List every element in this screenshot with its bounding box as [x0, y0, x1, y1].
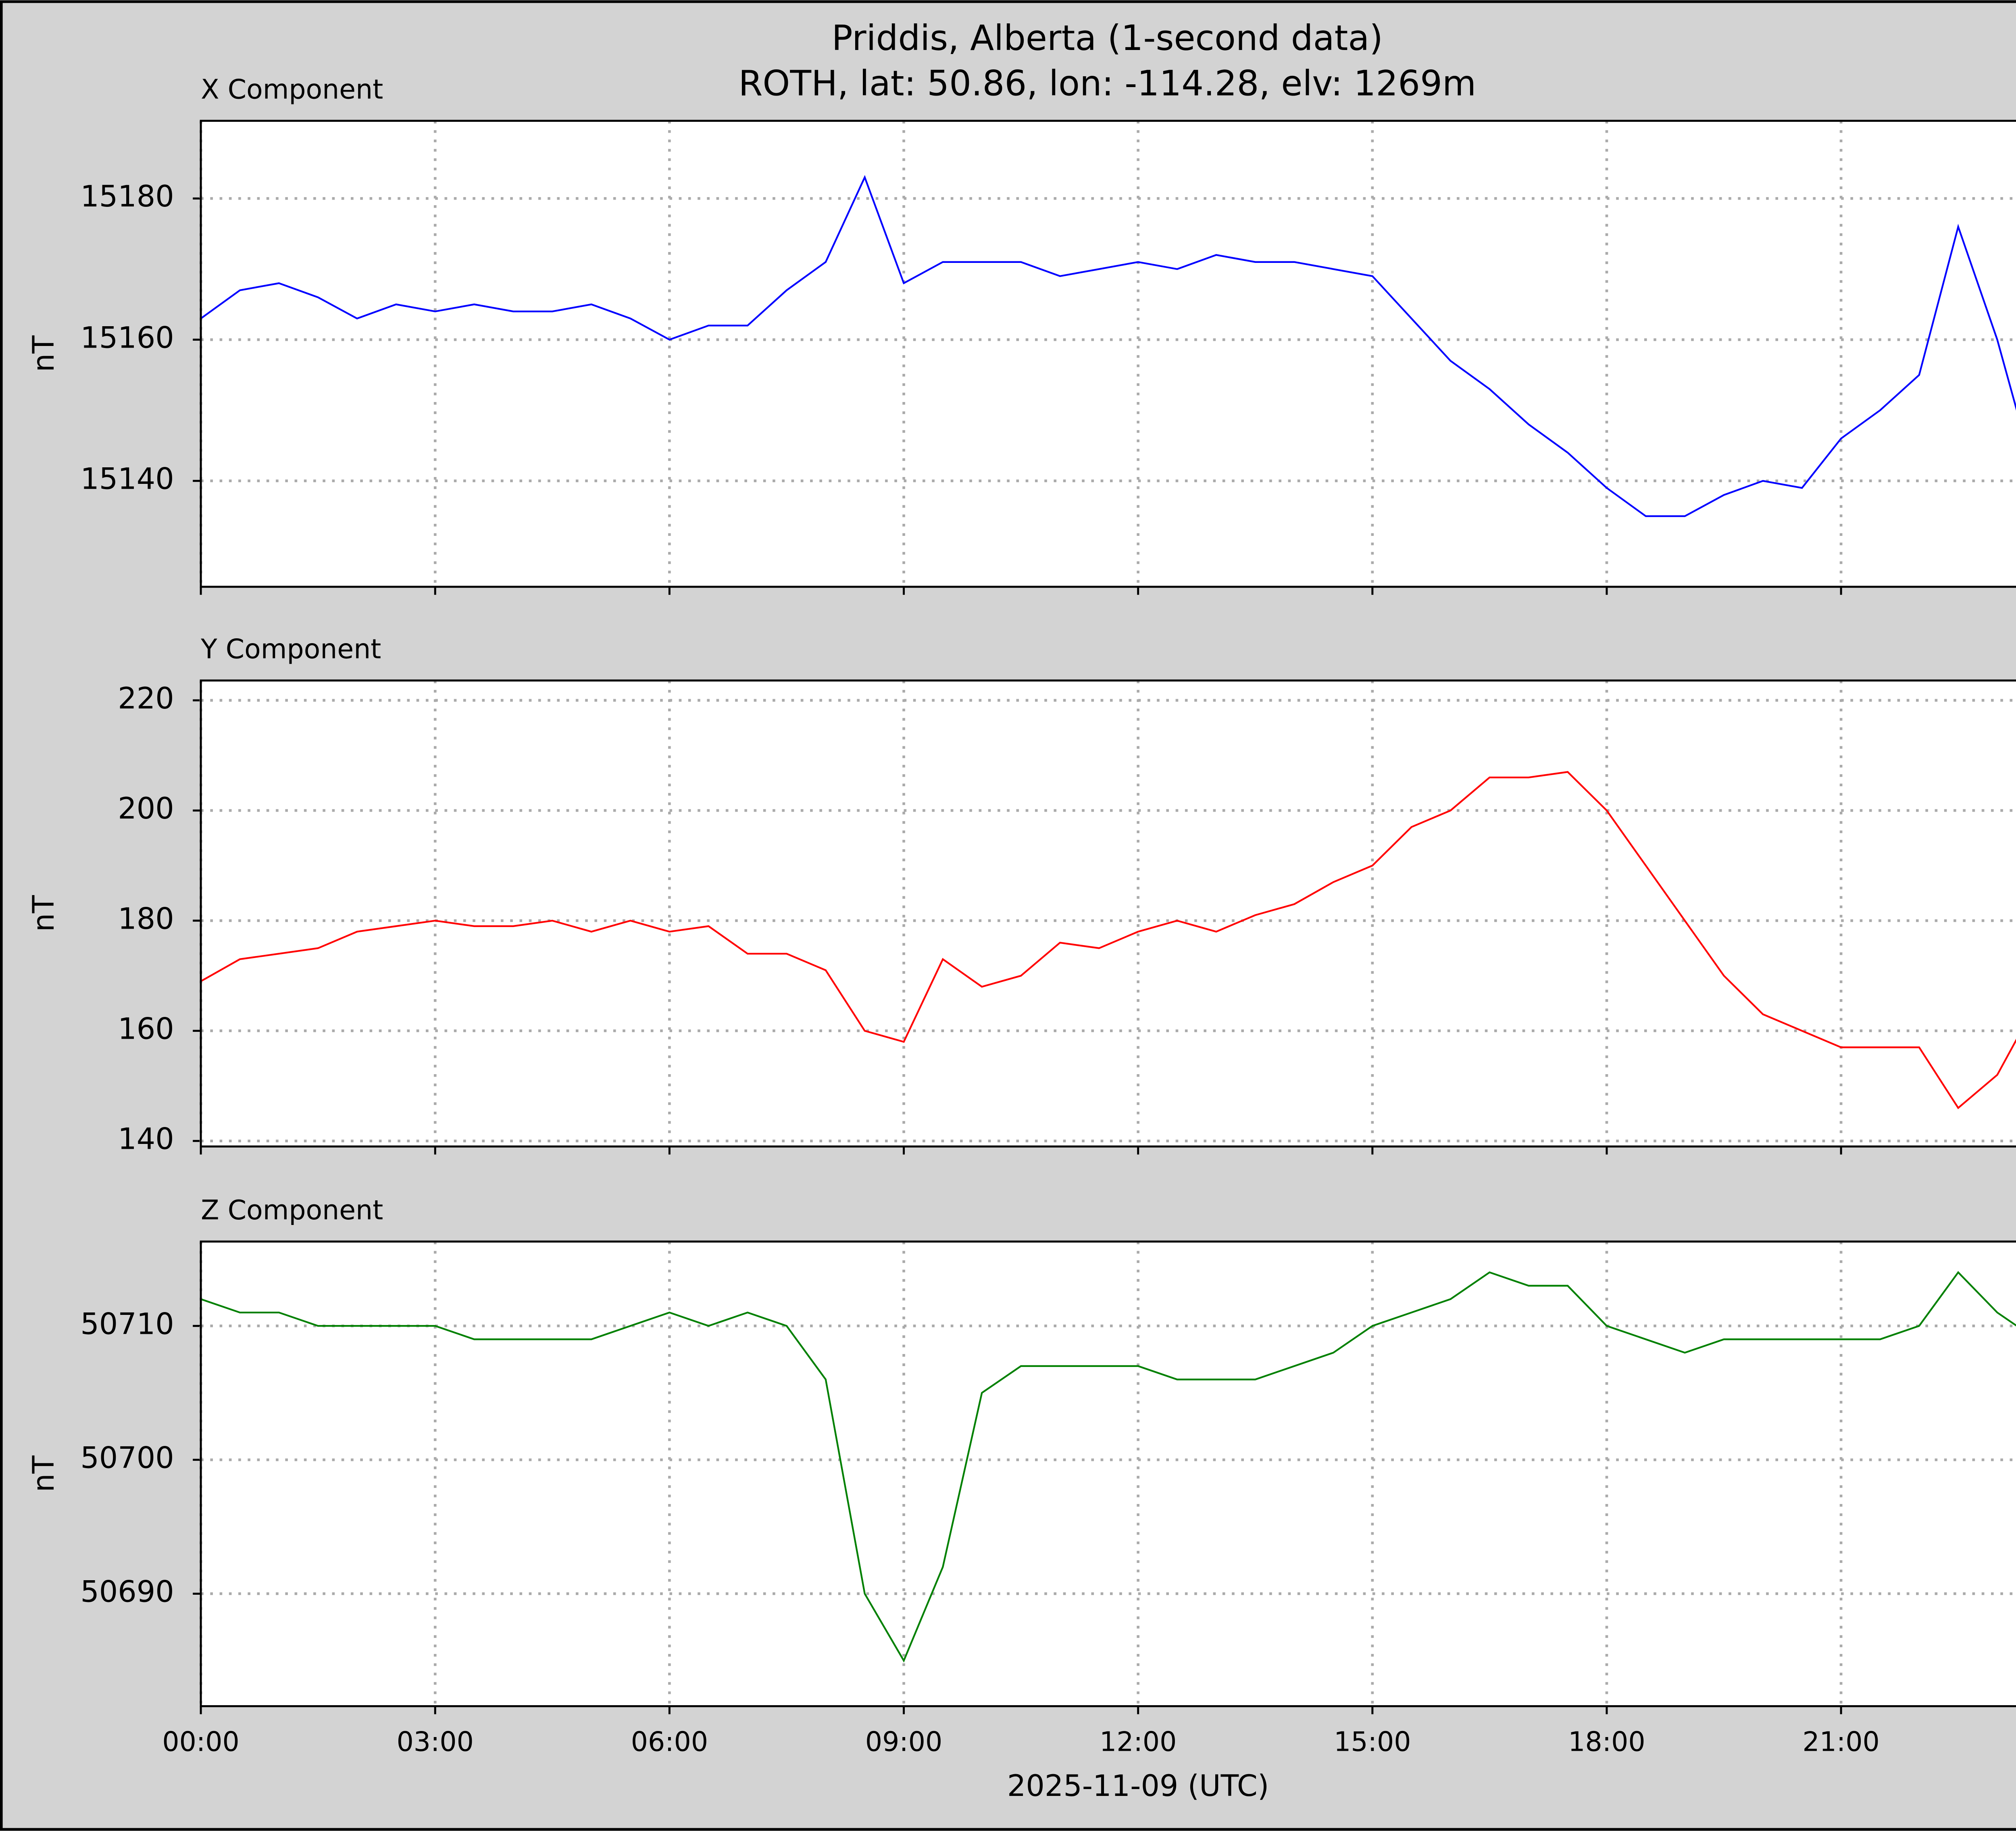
data-line: [200, 1271, 2016, 1663]
panel-title: Z Component: [201, 1194, 383, 1226]
x-axis-label: 2025-11-09 (UTC): [1007, 1769, 1269, 1803]
panel-title: Y Component: [200, 633, 381, 665]
y-tick-label: 15140: [80, 462, 174, 496]
plot-area: [201, 121, 2016, 587]
data-line: [200, 771, 2016, 1109]
y-tick-label: 200: [118, 792, 174, 826]
figure-subtitle: ROTH, lat: 50.86, lon: -114.28, elv: 126…: [738, 64, 1476, 104]
x-tick-label: 09:00: [865, 1726, 942, 1757]
figure-title: Priddis, Alberta (1-second data): [832, 18, 1383, 58]
plot-frame: [200, 1240, 2016, 1707]
y-tick-label: 160: [118, 1012, 174, 1046]
x-tick-label: 12:00: [1100, 1726, 1177, 1757]
y-tick-label: 15160: [80, 321, 174, 355]
y-tick-label: 140: [118, 1122, 174, 1156]
panel-title: X Component: [201, 74, 383, 105]
data-line: [200, 175, 2016, 517]
y-axis-label: nT: [27, 335, 61, 372]
plot-frame: [200, 120, 2016, 588]
y-tick-label: 50700: [80, 1441, 174, 1475]
y-axis-label: nT: [27, 1455, 61, 1492]
plot-area: [201, 680, 2016, 1147]
x-tick-label: 18:00: [1568, 1726, 1645, 1757]
y-axis-label: nT: [27, 895, 61, 932]
x-tick-label: 00:00: [162, 1726, 239, 1757]
x-tick-label: 15:00: [1334, 1726, 1411, 1757]
plot-frame: [200, 679, 2016, 1148]
y-tick-label: 50710: [80, 1307, 174, 1341]
plot-area: [201, 1241, 2016, 1706]
y-tick-label: 50690: [80, 1575, 174, 1609]
x-tick-label: 03:00: [397, 1726, 474, 1757]
x-tick-label: 06:00: [631, 1726, 708, 1757]
y-tick-label: 15180: [80, 179, 174, 214]
x-tick-label: 21:00: [1802, 1726, 1879, 1757]
y-tick-label: 180: [118, 902, 174, 936]
y-tick-label: 220: [118, 681, 174, 716]
